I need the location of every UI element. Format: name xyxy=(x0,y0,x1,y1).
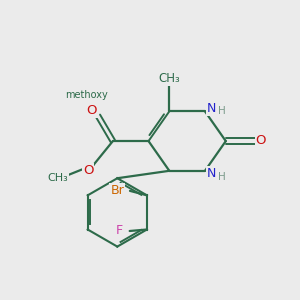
Text: O: O xyxy=(86,104,97,117)
Text: H: H xyxy=(218,172,226,182)
Text: CH₃: CH₃ xyxy=(47,173,68,183)
Text: F: F xyxy=(116,224,123,238)
Text: O: O xyxy=(256,134,266,147)
Text: methoxy: methoxy xyxy=(65,90,107,100)
Text: N: N xyxy=(207,102,216,115)
Text: H: H xyxy=(218,106,226,116)
Text: O: O xyxy=(83,164,93,177)
Text: CH₃: CH₃ xyxy=(158,72,180,85)
Text: Br: Br xyxy=(110,184,124,197)
Text: N: N xyxy=(207,167,216,180)
